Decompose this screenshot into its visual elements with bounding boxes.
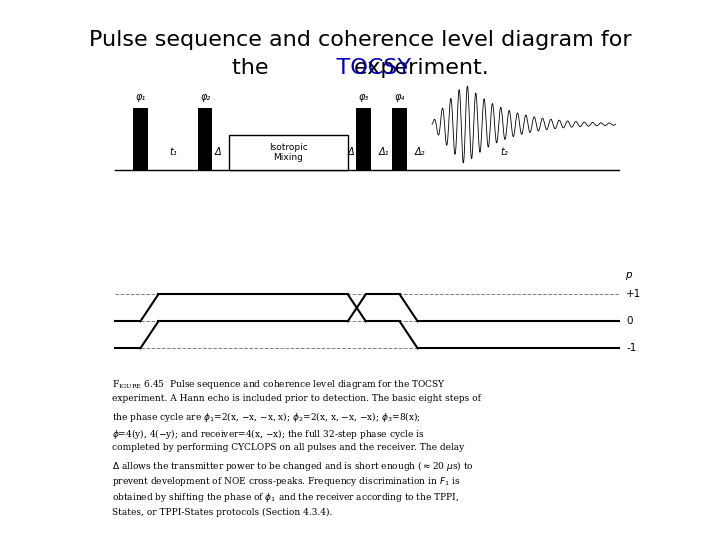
Text: φ₁: φ₁ [135,91,145,102]
Text: Isotropic
Mixing: Isotropic Mixing [269,143,307,162]
Bar [356,108,371,170]
Text: the phase cycle are $\phi_1$=2(x, $-$x, $-$x, x); $\phi_2$=2(x, x, $-$x, $-$x); : the phase cycle are $\phi_1$=2(x, $-$x, … [112,410,420,424]
Text: the TOCSY experiment.: the TOCSY experiment. [230,57,490,78]
Text: φ₃: φ₃ [359,91,369,102]
Text: p: p [625,271,631,280]
Text: experiment. A Hann echo is included prior to detection. The basic eight steps of: experiment. A Hann echo is included prio… [112,394,480,403]
Text: Pulse sequence and coherence level diagram for: Pulse sequence and coherence level diagr… [89,30,631,51]
Text: $\mathregular{F}_{\mathregular{IGURE}}$ 6.45  Pulse sequence and coherence level: $\mathregular{F}_{\mathregular{IGURE}}$ … [112,378,446,391]
Text: φ₄: φ₄ [395,91,405,102]
Text: Δ: Δ [215,146,222,157]
Text: Δ: Δ [348,146,355,157]
Text: $\phi$=4(y), 4($-$y); and receiver=4(x, $-$x); the full 32-step phase cycle is: $\phi$=4(y), 4($-$y); and receiver=4(x, … [112,427,424,441]
Text: $\Delta$ allows the transmitter power to be changed and is short enough ($\appro: $\Delta$ allows the transmitter power to… [112,459,474,473]
Bar [229,135,348,170]
Text: 0: 0 [626,316,633,326]
Text: completed by performing CYCLOPS on all pulses and the receiver. The delay: completed by performing CYCLOPS on all p… [112,443,464,452]
Text: t₁: t₁ [169,146,176,157]
Text: prevent development of NOE cross-peaks. Frequency discrimination in $F_1$ is: prevent development of NOE cross-peaks. … [112,475,460,488]
Text: the            experiment.: the experiment. [232,57,488,78]
Bar [392,108,407,170]
Text: -1: -1 [626,343,636,353]
Text: t₂: t₂ [500,146,508,157]
Text: φ₂: φ₂ [200,91,210,102]
Text: TOCSY: TOCSY [308,57,412,78]
Text: Δ₂: Δ₂ [415,146,425,157]
Bar [198,108,212,170]
Text: States, or TPPI-States protocols (Section 4.3.4).: States, or TPPI-States protocols (Sectio… [112,508,332,517]
Text: obtained by shifting the phase of $\phi_1$ and the receiver according to the TPP: obtained by shifting the phase of $\phi_… [112,491,459,504]
Bar [133,108,148,170]
Text: Δ₁: Δ₁ [379,146,389,157]
Text: +1: +1 [626,289,642,299]
